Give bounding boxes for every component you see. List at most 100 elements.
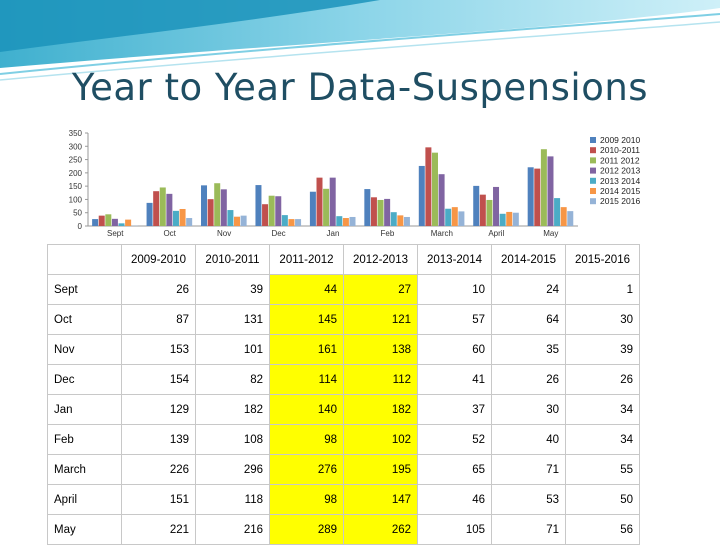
bar-april-5 — [506, 212, 512, 226]
table-cell: 46 — [418, 485, 492, 515]
bar-may-5 — [561, 207, 567, 226]
table-cell: 40 — [492, 425, 566, 455]
bar-sept-4 — [119, 223, 125, 226]
x-tick-label: May — [543, 229, 558, 238]
bar-dec-1 — [262, 204, 268, 226]
bar-nov-3 — [221, 189, 227, 226]
legend-entry: 2009 2010 — [600, 135, 640, 145]
bar-jan-2 — [323, 189, 329, 226]
bar-nov-1 — [208, 199, 214, 226]
table-cell: 27 — [344, 275, 418, 305]
bar-oct-6 — [186, 218, 192, 226]
bar-jan-6 — [350, 217, 356, 226]
bar-dec-0 — [255, 185, 261, 226]
bar-march-4 — [445, 209, 451, 226]
table-cell: 53 — [492, 485, 566, 515]
table-cell: 105 — [418, 515, 492, 545]
column-header: 2010-2011 — [196, 245, 270, 275]
bar-march-1 — [425, 147, 431, 226]
x-tick-label: Feb — [381, 229, 395, 238]
table-cell: 71 — [492, 455, 566, 485]
column-header: 2011-2012 — [270, 245, 344, 275]
bar-feb-3 — [384, 199, 390, 226]
x-tick-label: April — [488, 229, 504, 238]
bar-april-2 — [486, 200, 492, 226]
table-cell: 216 — [196, 515, 270, 545]
bar-feb-4 — [391, 212, 397, 226]
table-cell: 1 — [566, 275, 640, 305]
bar-feb-5 — [397, 215, 403, 226]
row-label: Nov — [48, 335, 122, 365]
row-label: May — [48, 515, 122, 545]
column-header: 2013-2014 — [418, 245, 492, 275]
bar-feb-2 — [378, 200, 384, 226]
table-cell: 101 — [196, 335, 270, 365]
bar-nov-4 — [227, 210, 233, 226]
row-label: Feb — [48, 425, 122, 455]
table-cell: 131 — [196, 305, 270, 335]
legend-entry: 2010-2011 — [600, 145, 640, 155]
bar-april-4 — [500, 214, 506, 226]
y-tick-label: 50 — [73, 209, 82, 218]
table-cell: 30 — [492, 395, 566, 425]
bar-march-3 — [439, 174, 445, 226]
table-cell: 52 — [418, 425, 492, 455]
bar-oct-0 — [147, 203, 153, 226]
slide-title: Year to Year Data-Suspensions — [0, 66, 720, 109]
column-header: 2014-2015 — [492, 245, 566, 275]
legend-entry: 2015 2016 — [600, 196, 640, 206]
bar-feb-0 — [364, 189, 370, 226]
table-cell: 41 — [418, 365, 492, 395]
bar-nov-2 — [214, 183, 220, 226]
bar-sept-3 — [112, 219, 118, 226]
bar-oct-2 — [160, 187, 166, 226]
table-cell: 289 — [270, 515, 344, 545]
row-label: Oct — [48, 305, 122, 335]
table-cell: 39 — [196, 275, 270, 305]
bar-may-4 — [554, 198, 560, 226]
x-tick-label: Sept — [107, 229, 124, 238]
table-cell: 55 — [566, 455, 640, 485]
x-tick-label: Dec — [271, 229, 285, 238]
table-cell: 57 — [418, 305, 492, 335]
table-cell: 30 — [566, 305, 640, 335]
table-cell: 154 — [122, 365, 196, 395]
bar-may-1 — [534, 169, 540, 226]
table-corner-cell — [48, 245, 122, 275]
row-label: Dec — [48, 365, 122, 395]
column-header: 2012-2013 — [344, 245, 418, 275]
bar-march-0 — [419, 166, 425, 226]
bar-nov-6 — [241, 216, 247, 226]
legend-entry: 2011 2012 — [600, 155, 640, 165]
bar-sept-2 — [105, 214, 111, 226]
table-cell: 121 — [344, 305, 418, 335]
bar-april-0 — [473, 186, 479, 226]
bar-sept-0 — [92, 219, 98, 226]
table-cell: 147 — [344, 485, 418, 515]
row-label: Jan — [48, 395, 122, 425]
bar-may-6 — [567, 211, 573, 226]
row-label: April — [48, 485, 122, 515]
bar-oct-4 — [173, 211, 179, 226]
table-cell: 50 — [566, 485, 640, 515]
table-cell: 129 — [122, 395, 196, 425]
table-cell: 138 — [344, 335, 418, 365]
bar-april-3 — [493, 187, 499, 226]
bar-march-6 — [458, 211, 464, 226]
table-cell: 153 — [122, 335, 196, 365]
bar-nov-5 — [234, 217, 240, 226]
legend-entry: 2012 2013 — [600, 166, 640, 176]
table-cell: 39 — [566, 335, 640, 365]
legend-entry: 2014 2015 — [600, 186, 640, 196]
table-cell: 64 — [492, 305, 566, 335]
x-tick-label: Jan — [327, 229, 340, 238]
legend-swatch — [590, 178, 596, 184]
table-cell: 221 — [122, 515, 196, 545]
